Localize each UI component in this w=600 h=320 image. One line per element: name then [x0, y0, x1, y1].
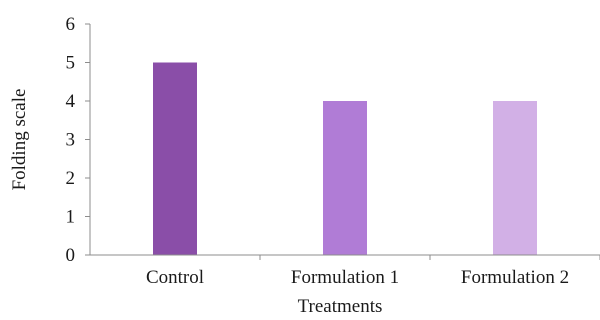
y-tick-label: 0 [66, 245, 76, 266]
y-ticks-group: 0 1 2 3 4 5 6 [66, 14, 90, 266]
y-tick-label: 2 [66, 168, 76, 189]
plot-area: 0 1 2 3 4 5 6 Control Formulation 1 Formulation … [66, 14, 600, 288]
y-tick-label: 5 [66, 53, 76, 74]
x-tick-label: Formulation 1 [291, 267, 399, 288]
x-axis-title: Treatments [298, 296, 383, 317]
y-tick-label: 3 [66, 130, 76, 151]
bar-formulation-2 [493, 101, 537, 255]
y-tick-label: 1 [66, 207, 76, 228]
y-axis-title: Folding scale [9, 89, 30, 191]
y-tick-label: 6 [66, 14, 76, 35]
x-ticks-group: Control Formulation 1 Formulation 2 [146, 255, 600, 288]
bars-group [153, 62, 537, 255]
y-tick-label: 4 [66, 91, 76, 112]
bar-formulation-1 [323, 101, 367, 255]
x-tick-label: Control [146, 267, 204, 288]
x-tick-label: Formulation 2 [461, 267, 569, 288]
bar-control [153, 62, 197, 255]
